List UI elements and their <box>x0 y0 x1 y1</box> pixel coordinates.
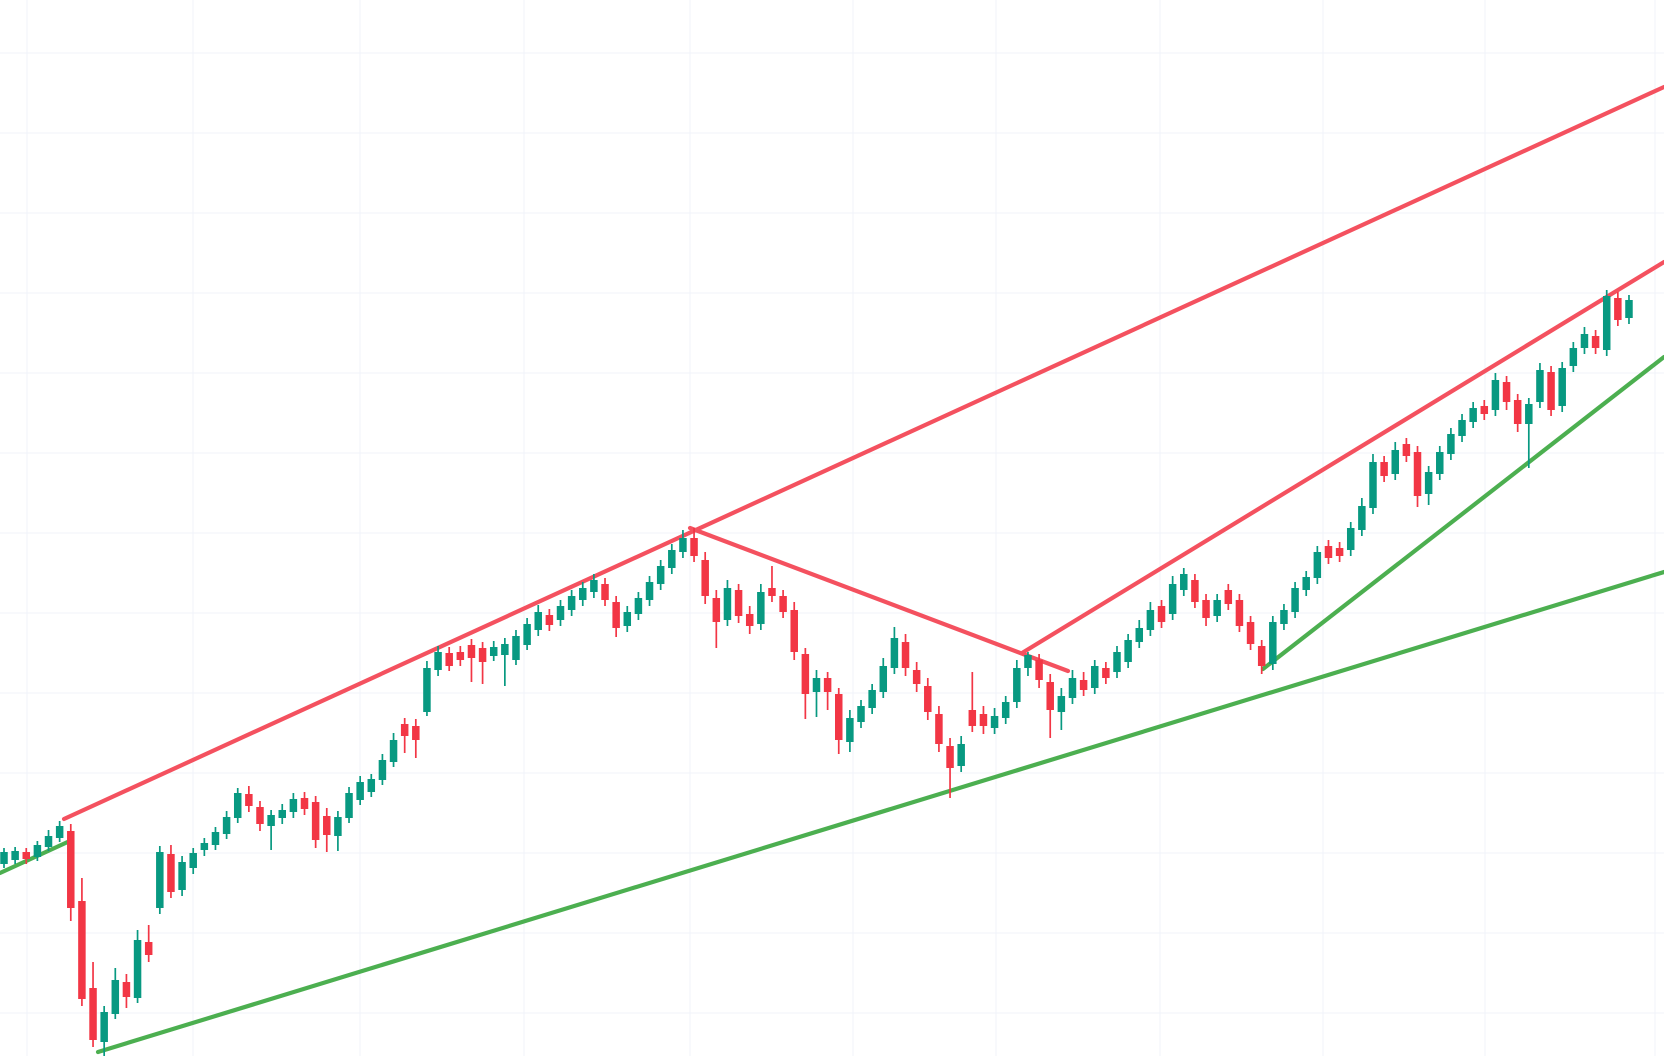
correction-resistance-line <box>687 525 1071 674</box>
upper-resistance-channel-line <box>61 84 1664 822</box>
recovery-resistance-line <box>1019 259 1664 656</box>
trendline-layer <box>0 84 1664 1055</box>
steep-support-line <box>1260 354 1664 672</box>
candle-layer <box>0 290 1633 1056</box>
long-support-line <box>95 569 1664 1055</box>
